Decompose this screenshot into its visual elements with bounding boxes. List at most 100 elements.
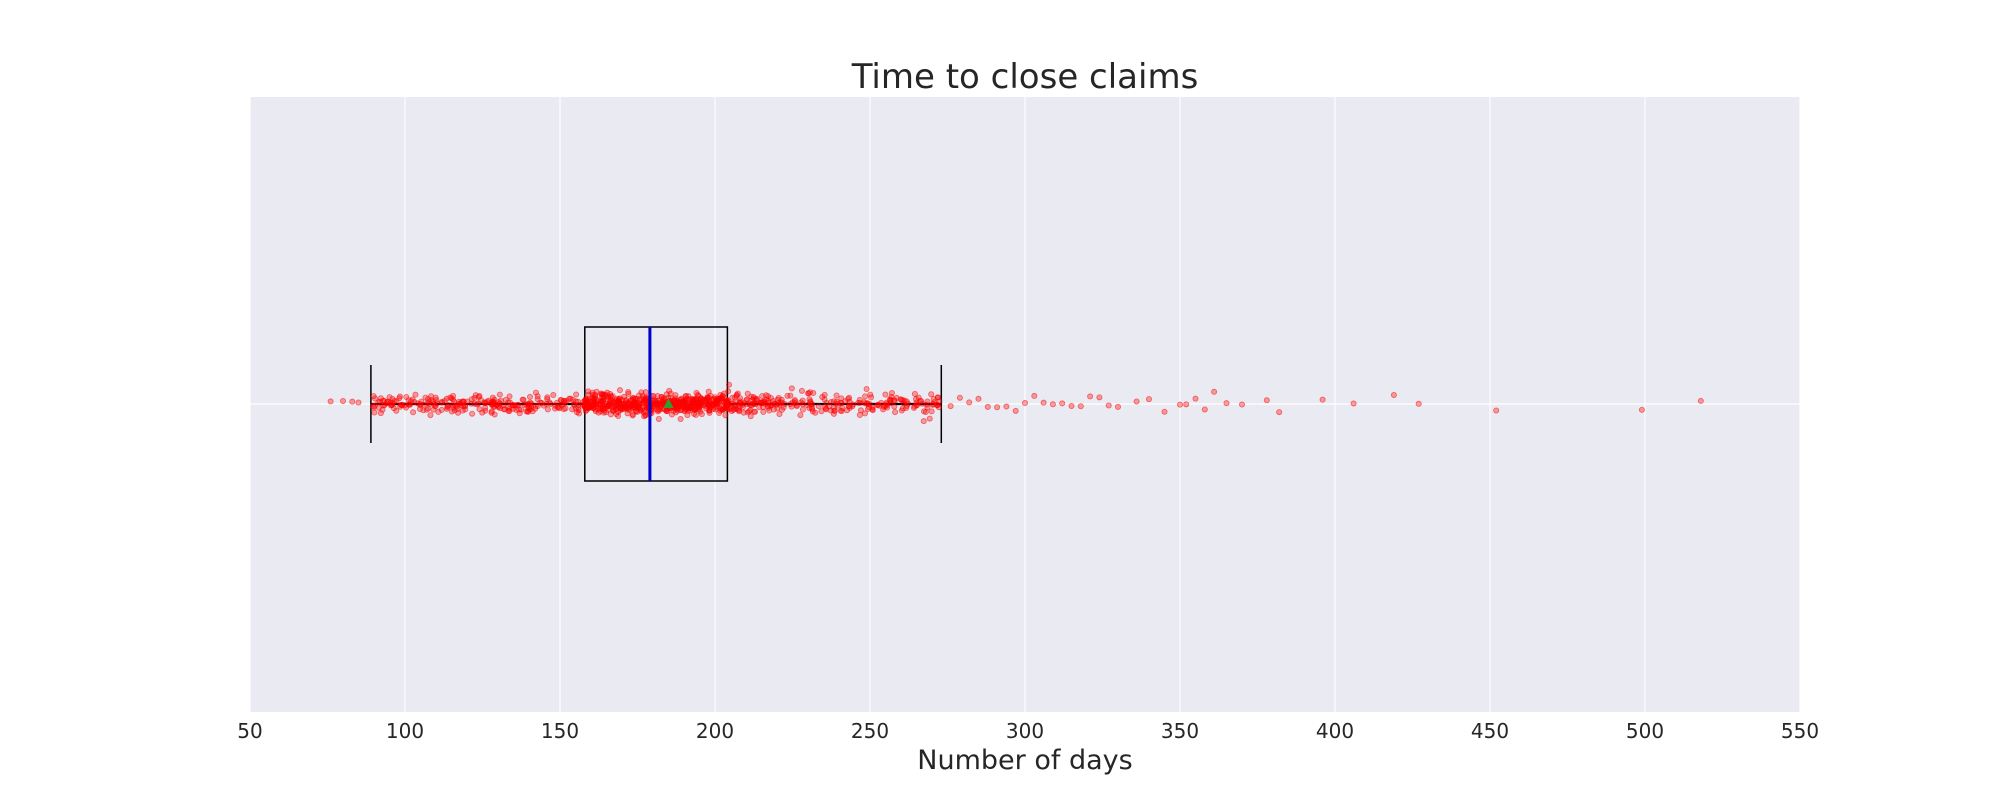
data-point [1059,400,1066,407]
data-point [831,407,838,414]
data-point [1022,400,1029,407]
data-point [625,404,632,411]
x-tick-label: 150 [541,719,579,743]
data-point [1049,401,1056,408]
data-point [732,399,739,406]
data-point [762,392,769,399]
data-point [460,403,467,410]
x-tick-label: 300 [1006,719,1044,743]
data-point [636,392,643,399]
data-point [760,408,767,415]
data-point [658,400,665,407]
data-point [582,396,589,403]
data-point [956,394,963,401]
data-point [1638,406,1645,413]
data-point [837,399,844,406]
data-point [844,407,851,414]
data-point [1177,401,1184,408]
data-point [846,394,853,401]
data-point [804,402,811,409]
data-point [405,397,412,404]
data-point [692,397,699,404]
data-point [505,404,512,411]
data-point [966,399,973,406]
data-point [838,407,845,414]
data-point [791,398,798,405]
data-point [655,415,662,422]
data-point [607,411,614,418]
data-point [781,400,788,407]
data-point [1087,393,1094,400]
data-point [705,394,712,401]
data-point [780,404,787,411]
data-point [947,403,954,410]
data-point [500,402,507,409]
data-point [1012,407,1019,414]
data-point [438,398,445,405]
data-point [878,399,885,406]
data-point [1096,394,1103,401]
x-axis-ticks: 50 100 150 200 250 300 350 400 450 500 550 [237,719,1819,743]
data-point [625,389,632,396]
data-point [863,385,870,392]
x-tick-label: 100 [386,719,424,743]
data-point [706,403,713,410]
x-tick-label: 200 [696,719,734,743]
data-point [435,408,442,415]
data-point [653,397,660,404]
data-point [856,412,863,419]
data-point [775,399,782,406]
data-point [929,401,936,408]
data-point [427,412,434,419]
data-point [607,400,614,407]
data-point [806,396,813,403]
data-point [1697,397,1704,404]
x-tick-label: 450 [1471,719,1509,743]
data-point [544,396,551,403]
data-point [1493,407,1500,414]
data-point [569,406,576,413]
data-point [725,388,732,395]
data-point [975,395,982,402]
mean-marker [663,398,674,408]
data-point [1003,403,1010,410]
data-point [506,393,513,400]
data-point [488,409,495,416]
data-point [722,412,729,419]
data-point [833,392,840,399]
data-point [691,410,698,417]
data-point [726,381,733,388]
data-point [717,391,724,398]
data-point [926,415,933,422]
data-point [917,397,924,404]
data-point [744,396,751,403]
data-point [678,403,685,410]
data-point [685,393,692,400]
data-point [1211,388,1218,395]
data-point [700,396,707,403]
data-point [426,401,433,408]
data-point [693,389,700,396]
data-point [573,391,580,398]
data-point [544,394,551,401]
data-point [654,393,661,400]
data-point [617,405,624,412]
data-point [526,406,533,413]
data-point [1350,400,1357,407]
data-point [1077,403,1084,410]
data-point [898,407,905,414]
data-point [614,399,621,406]
data-point [888,390,895,397]
data-point [838,395,845,402]
data-point [339,398,346,405]
data-point [469,410,476,417]
data-point [1192,395,1199,402]
data-point [905,400,912,407]
data-point [857,407,864,414]
data-point [607,391,614,398]
data-point [432,394,439,401]
data-point [511,402,518,409]
data-point [774,405,781,412]
data-point [809,406,816,413]
